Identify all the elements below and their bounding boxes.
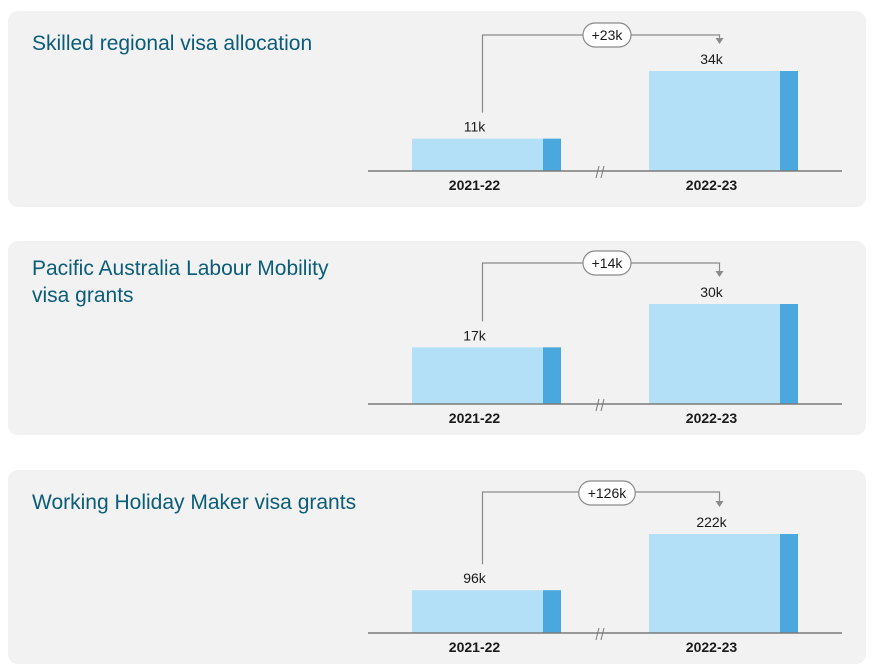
bar-2021-22 — [412, 138, 543, 171]
value-label: 11k — [464, 119, 487, 135]
bar-2022-23 — [649, 304, 780, 404]
axis-break-mark — [600, 165, 605, 179]
change-label: +126k — [588, 485, 628, 501]
bar-edge-2022-23 — [780, 71, 798, 171]
panel-working-holiday: Working Holiday Maker visa grants 96k 202… — [8, 470, 866, 664]
bar-edge-2021-22 — [543, 347, 561, 404]
category-label: 2022-23 — [686, 639, 738, 655]
bar-2021-22 — [412, 590, 543, 633]
panel-title: Pacific Australia Labour Mobility visa g… — [32, 257, 329, 307]
axis-break-mark — [595, 165, 600, 179]
change-badge — [582, 250, 632, 276]
chart-pacific-labour: 17k 2021-22 30k 2022-23 +14k — [368, 250, 842, 426]
bar-edge-2022-23 — [780, 534, 798, 633]
value-label: 17k — [463, 327, 487, 343]
change-label: +23k — [592, 27, 624, 43]
category-label: 2021-22 — [449, 410, 501, 426]
change-badge — [578, 480, 636, 506]
category-label: 2021-22 — [449, 177, 501, 193]
bar-edge-2021-22 — [543, 138, 561, 171]
axis-break-mark — [595, 398, 600, 412]
arrow-head-icon — [715, 501, 724, 507]
panel-title: Working Holiday Maker visa grants — [32, 491, 357, 514]
chart-skilled-regional: 11k 2021-22 34k 2022-23 +23k — [368, 22, 842, 193]
bar-2021-22 — [412, 347, 543, 404]
category-label: 2022-23 — [686, 410, 738, 426]
arrow-head-icon — [715, 38, 724, 44]
change-badge — [582, 22, 632, 48]
bar-2022-23 — [649, 71, 780, 171]
chart-working-holiday: 96k 2021-22 222k 2022-23 +126k — [368, 480, 842, 655]
arrow-head-icon — [715, 271, 724, 277]
axis-break-mark — [595, 627, 600, 641]
panel-pacific-labour: Pacific Australia Labour Mobility visa g… — [8, 241, 866, 435]
panel-skilled-regional: Skilled regional visa allocation 11k 2021… — [8, 11, 866, 207]
category-label: 2022-23 — [686, 177, 738, 193]
bar-edge-2022-23 — [780, 304, 798, 404]
bar-edge-2021-22 — [543, 590, 561, 633]
axis-break-mark — [600, 398, 605, 412]
category-label: 2021-22 — [449, 639, 501, 655]
value-label: 96k — [463, 570, 487, 586]
value-label: 30k — [700, 284, 724, 300]
panel-title: Skilled regional visa allocation — [32, 32, 313, 55]
change-label: +14k — [592, 255, 624, 271]
value-label: 222k — [696, 514, 727, 530]
axis-break-mark — [600, 627, 605, 641]
bar-2022-23 — [649, 534, 780, 633]
value-label: 34k — [700, 51, 724, 67]
